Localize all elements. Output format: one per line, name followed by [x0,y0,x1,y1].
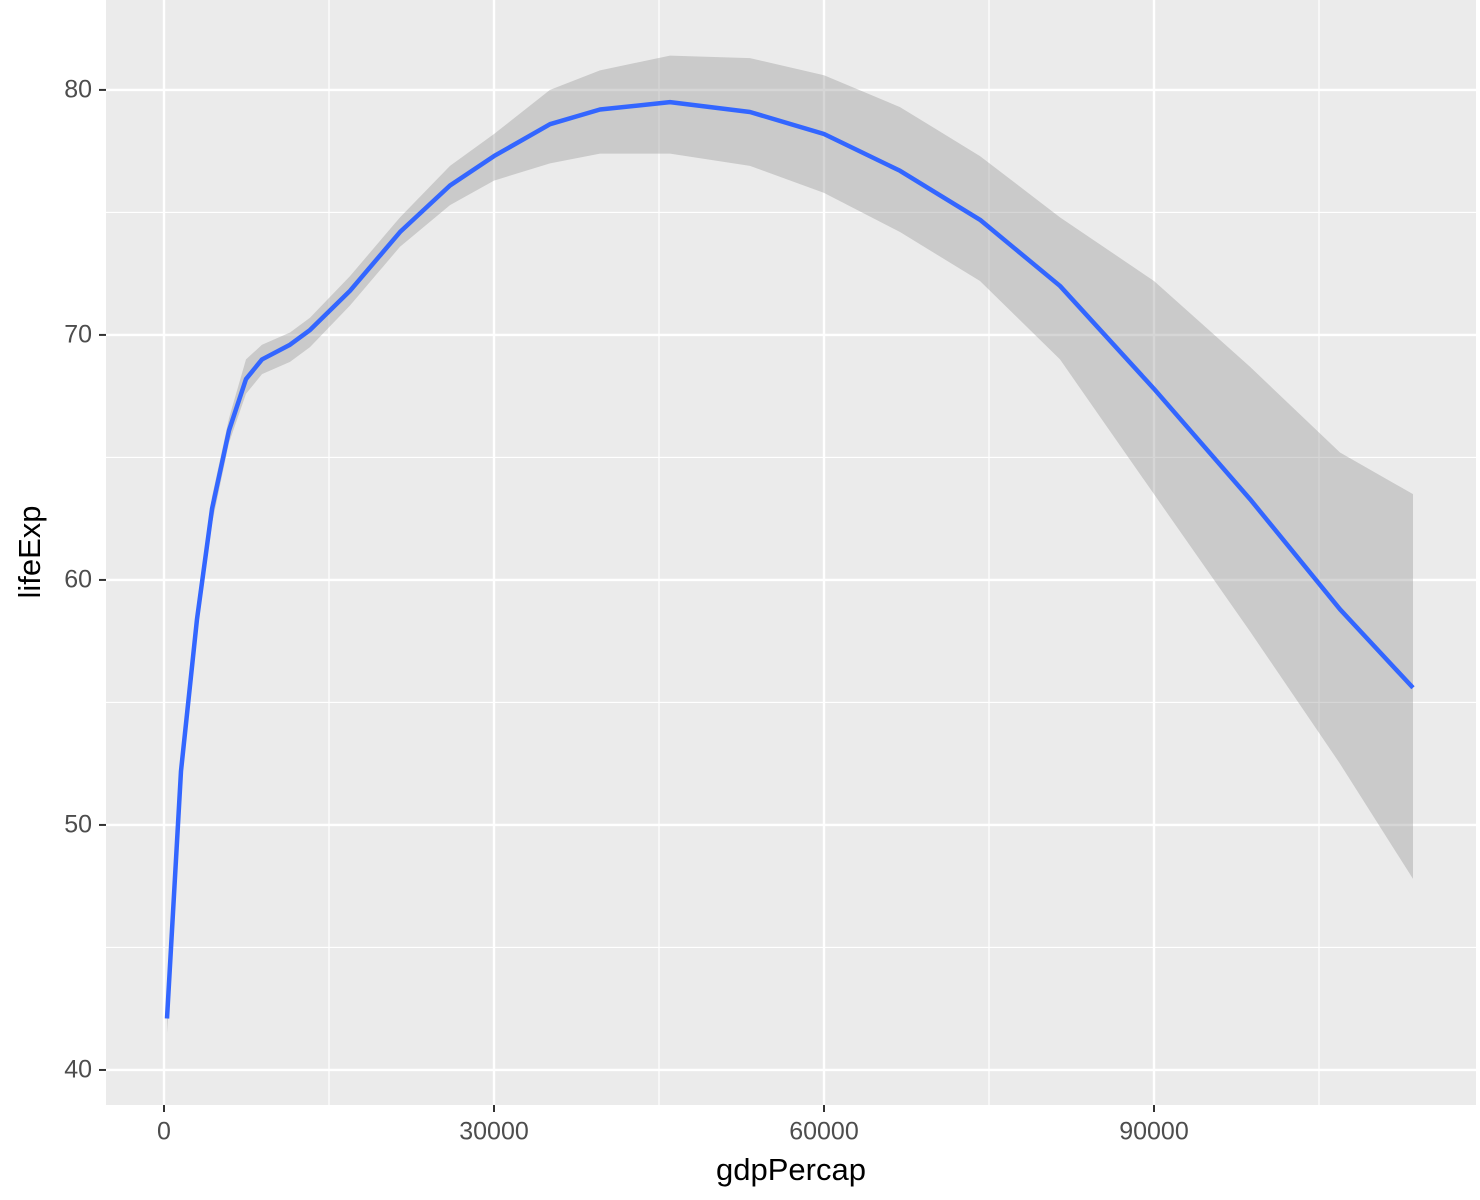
panel-background [106,0,1476,1105]
y-tick-label: 60 [64,566,92,594]
y-tick-label: 40 [64,1056,92,1084]
x-tick-label: 0 [157,1118,171,1146]
x-tick-label: 60000 [789,1118,859,1146]
y-tick-label: 80 [64,76,92,104]
y-axis-title: lifeExp [12,505,47,598]
x-tick-label: 30000 [459,1118,529,1146]
y-tick-label: 50 [64,811,92,839]
x-axis-title: gdpPercap [716,1152,866,1187]
confidence-band [167,55,1413,1034]
smooth-line [164,99,1415,1019]
x-tick-label: 90000 [1119,1118,1189,1146]
y-tick-label: 70 [64,321,92,349]
